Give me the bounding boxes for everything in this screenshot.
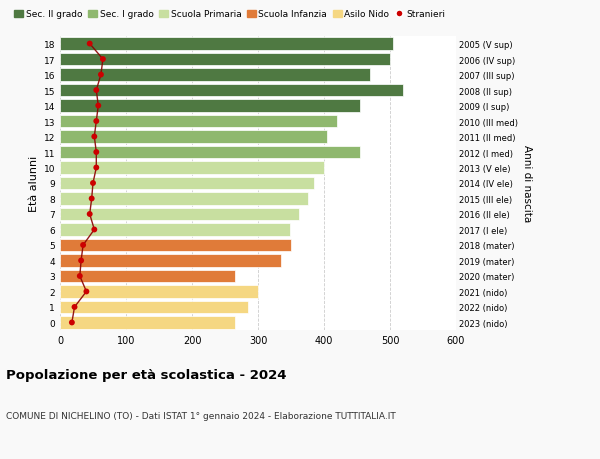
Bar [60,208,299,221]
Bar [60,115,337,128]
Bar [60,38,394,51]
Point [85,41,95,48]
Bar [60,316,235,329]
Text: COMUNE DI NICHELINO (TO) - Dati ISTAT 1° gennaio 2024 - Elaborazione TUTTITALIA.: COMUNE DI NICHELINO (TO) - Dati ISTAT 1°… [6,411,396,420]
Text: Popolazione per età scolastica - 2024: Popolazione per età scolastica - 2024 [6,369,287,382]
Legend: Sec. II grado, Sec. I grado, Scuola Primaria, Scuola Infanzia, Asilo Nido, Stran: Sec. II grado, Sec. I grado, Scuola Prim… [11,7,449,23]
Point [92,149,101,157]
Point [92,118,101,125]
Bar [60,54,390,66]
Y-axis label: Anni di nascita: Anni di nascita [521,145,532,222]
Y-axis label: Età alunni: Età alunni [29,156,40,212]
Bar [60,84,403,97]
Bar [60,69,370,82]
Point [85,211,95,218]
Point [78,242,88,249]
Bar [60,224,290,236]
Point [92,87,101,95]
Point [89,226,99,234]
Point [87,196,97,203]
Bar [60,177,314,190]
Point [70,303,79,311]
Point [96,72,106,79]
Bar [60,239,291,252]
Bar [60,255,281,267]
Bar [60,193,308,205]
Bar [60,146,360,159]
Bar [60,131,328,144]
Point [98,56,108,64]
Point [92,164,101,172]
Point [67,319,77,326]
Bar [60,100,360,112]
Point [94,103,103,110]
Point [88,180,98,187]
Bar [60,162,324,174]
Point [75,273,85,280]
Point [76,257,86,264]
Point [82,288,91,296]
Point [89,134,99,141]
Bar [60,270,235,283]
Bar [60,285,258,298]
Bar [60,301,248,313]
